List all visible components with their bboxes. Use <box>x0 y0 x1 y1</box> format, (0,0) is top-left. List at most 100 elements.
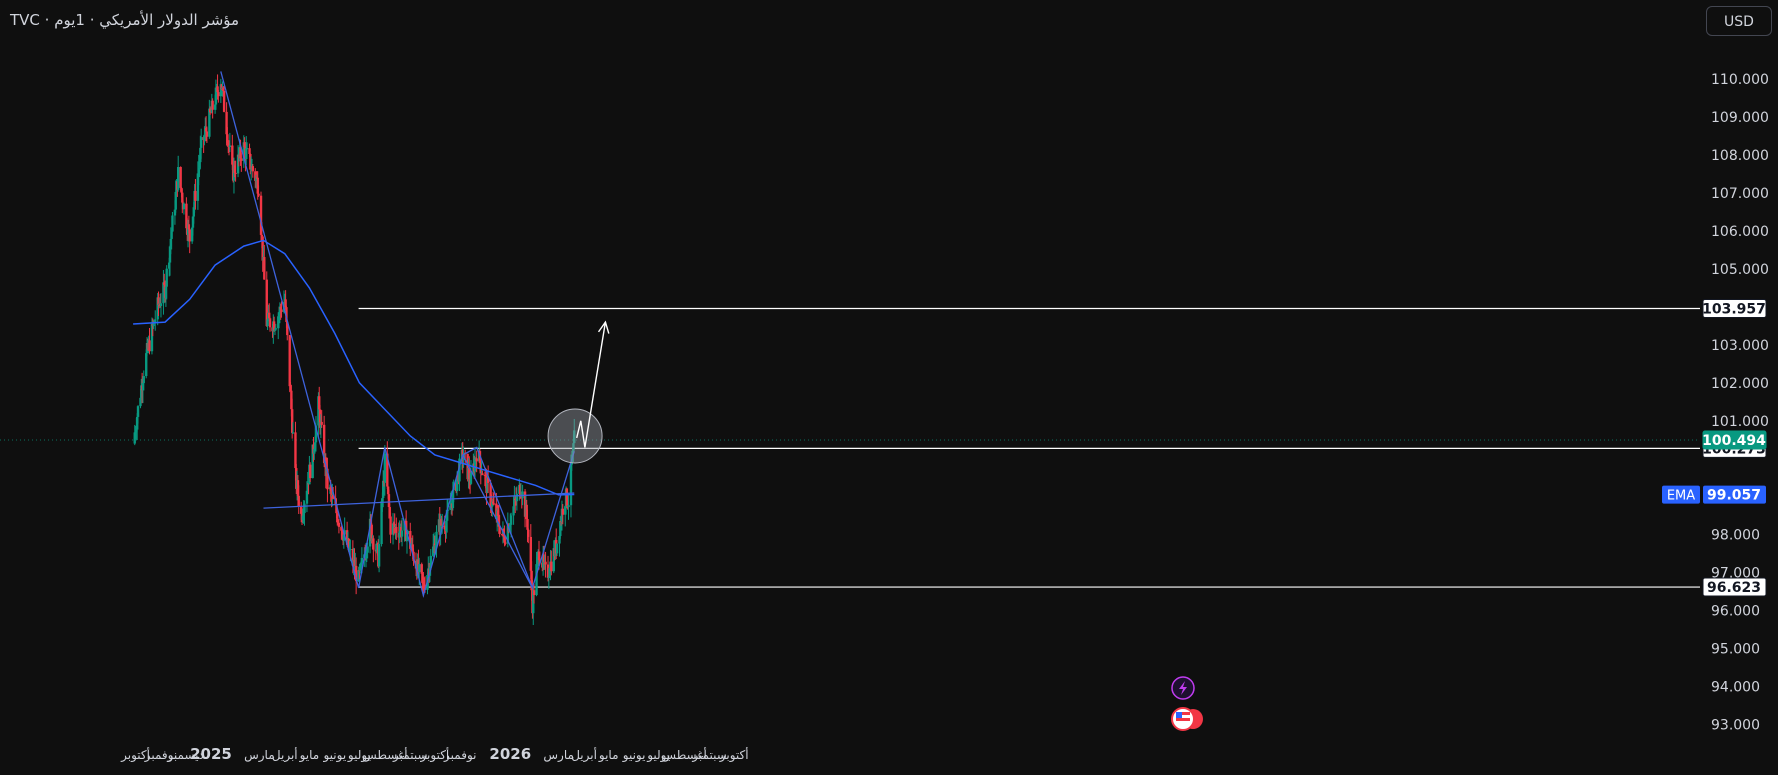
candle <box>458 453 461 492</box>
x-tick-label: أبريل <box>272 747 298 763</box>
candle-body <box>187 224 191 230</box>
ema-name-bg <box>1662 485 1700 504</box>
candle-body <box>152 321 155 327</box>
candle-body <box>469 472 473 484</box>
candle-body <box>190 227 194 242</box>
candle-body <box>296 480 300 496</box>
candle-body <box>173 209 177 216</box>
candle-body <box>309 464 312 479</box>
candle-body <box>548 574 551 578</box>
candle <box>254 174 258 189</box>
price-axis[interactable]: 110.000 109.000 108.000 107.000 106.000 105.0… <box>1711 72 1769 734</box>
candle <box>449 492 452 510</box>
candle-body <box>432 546 435 556</box>
candle-body <box>388 507 391 517</box>
candle <box>217 89 220 103</box>
us-flag-canton <box>1176 712 1182 718</box>
candle-body <box>302 513 305 516</box>
candle-body <box>569 464 573 506</box>
candle-body <box>547 577 551 579</box>
candle-body <box>142 376 145 384</box>
candle-body <box>294 432 297 469</box>
candle <box>191 216 195 236</box>
candle-body <box>559 521 562 537</box>
candle <box>386 441 389 490</box>
candle <box>242 135 245 168</box>
candle-body <box>313 448 316 454</box>
candle <box>142 370 145 391</box>
candle <box>204 116 208 142</box>
candle <box>573 419 576 444</box>
candle-body <box>249 169 253 171</box>
y-tick-label: 107.000 <box>1711 186 1769 202</box>
y-tick-label: 93.000 <box>1711 718 1760 734</box>
candle <box>400 518 404 547</box>
candle-body <box>186 224 190 235</box>
candle-body <box>322 424 326 464</box>
candle-body <box>455 478 459 492</box>
candle <box>492 493 496 506</box>
level-price-badge: 103.957 <box>1702 298 1767 318</box>
candle-body <box>392 523 396 525</box>
candle-body <box>347 538 350 551</box>
projection-arrowhead <box>597 320 610 334</box>
candle-body <box>199 137 203 148</box>
x-tick-label: نوفمبر <box>443 748 476 763</box>
candle <box>133 424 136 446</box>
candle-body <box>375 543 378 552</box>
x-tick-label: نوفمبر <box>144 748 177 763</box>
projection-path <box>576 321 607 448</box>
candle <box>377 535 381 573</box>
candle <box>171 211 174 232</box>
candle-body <box>481 473 484 476</box>
candle-body <box>233 165 236 173</box>
candle-body <box>226 134 229 144</box>
candle-body <box>261 236 264 261</box>
candle-body <box>279 307 282 310</box>
candle <box>383 445 387 496</box>
candle-body <box>313 442 317 449</box>
candle <box>475 450 478 473</box>
candle <box>284 290 287 310</box>
candle-body <box>314 425 318 443</box>
candle-body <box>134 431 137 433</box>
candle-body <box>169 238 173 247</box>
y-tick-label: 98.000 <box>1711 528 1760 544</box>
candle-body <box>475 458 478 462</box>
candle <box>326 457 329 503</box>
candle-body <box>162 282 165 304</box>
candle-body <box>196 173 200 201</box>
candle-body <box>145 353 148 377</box>
candle-body <box>389 516 392 535</box>
candle-body <box>530 570 533 591</box>
currency-button[interactable]: USD <box>1706 6 1772 36</box>
candle <box>565 487 569 509</box>
x-tick-label: أبريل <box>571 747 597 763</box>
candle-body <box>192 207 195 217</box>
candle-body <box>191 216 195 228</box>
candle-body <box>345 530 349 545</box>
candle <box>491 491 495 505</box>
candle-body <box>529 536 532 571</box>
candle-body <box>259 195 263 235</box>
candle-body <box>317 396 320 426</box>
candle <box>527 528 530 544</box>
candle <box>231 134 234 171</box>
candle-body <box>174 191 177 210</box>
candle-body <box>163 282 166 285</box>
events-layer[interactable] <box>1171 676 1203 731</box>
level-price-badge: 96.623 <box>1702 577 1767 597</box>
candle-body <box>366 546 369 553</box>
ema-badge: EMA 99.057 <box>1662 485 1766 504</box>
candle-body <box>443 525 446 530</box>
candle-body <box>136 416 139 430</box>
x-tick-label: يونيو <box>322 748 346 763</box>
candle-body <box>512 506 515 516</box>
candle-body <box>227 143 231 147</box>
y-tick-label: 95.000 <box>1711 642 1760 658</box>
symbol-title[interactable]: مؤشر الدولار الأمريكي · 1يوم · TVC <box>10 11 240 29</box>
level-price-badge-text: 96.623 <box>1707 580 1761 596</box>
